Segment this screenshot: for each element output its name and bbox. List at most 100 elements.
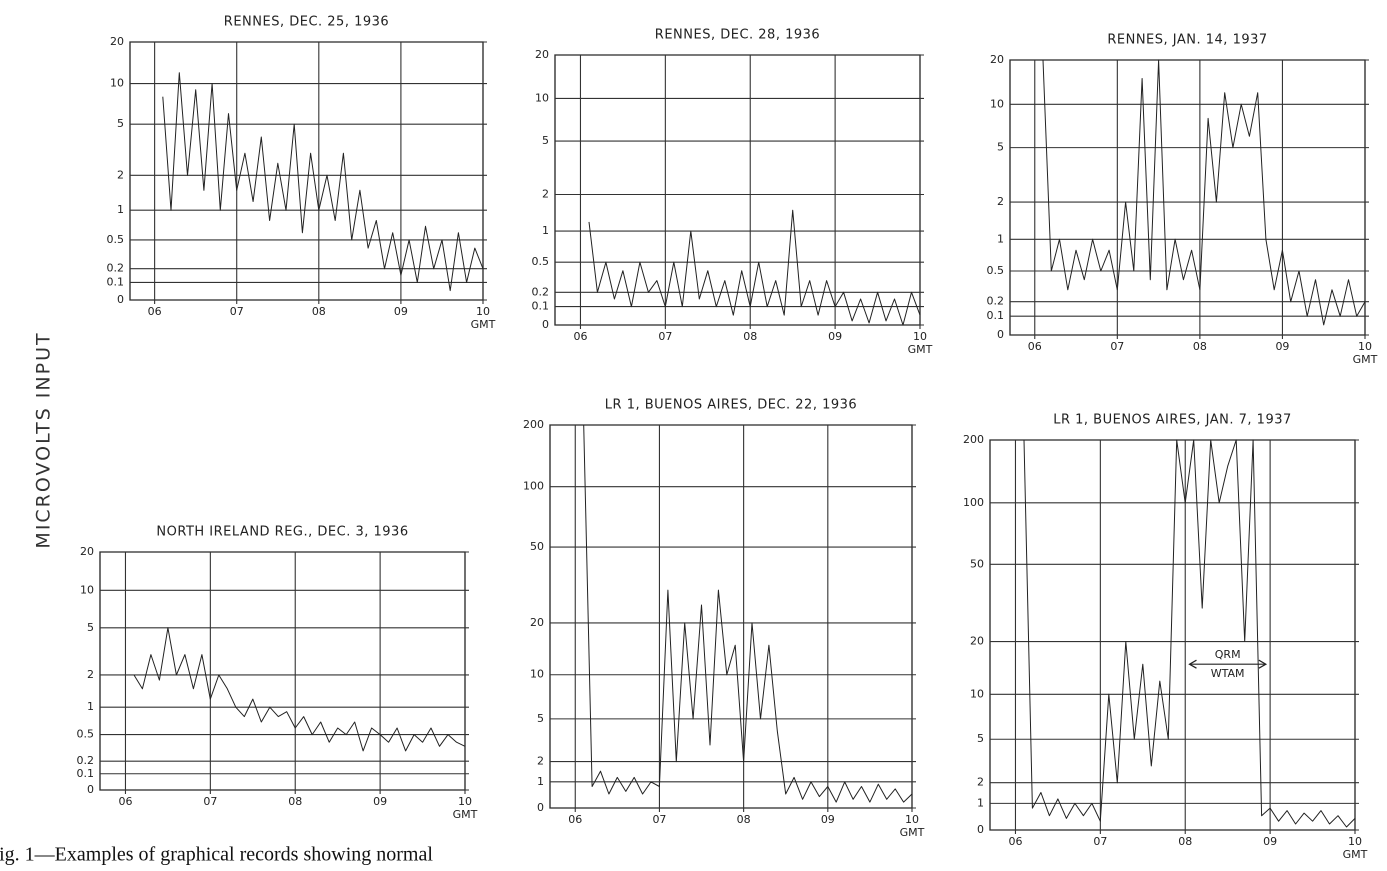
x-unit: GMT: [908, 343, 933, 356]
x-tick-label: 06: [573, 330, 587, 343]
y-tick-label: 0.1: [107, 275, 125, 288]
y-tick-label: 0.2: [532, 285, 550, 298]
arrow-head: [1188, 659, 1268, 669]
y-tick-label: 1: [537, 775, 544, 788]
y-tick-label: 20: [530, 616, 544, 629]
annotation-text: QRM: [1215, 648, 1241, 661]
y-tick-label: 10: [990, 97, 1004, 110]
y-tick-label: 1: [977, 796, 984, 809]
y-tick-label: 0.2: [77, 754, 95, 767]
x-tick-label: 10: [458, 795, 472, 808]
x-tick-label: 10: [905, 813, 919, 826]
y-tick-label: 0: [977, 823, 984, 836]
x-tick-label: 09: [828, 330, 842, 343]
x-unit: GMT: [471, 318, 496, 331]
x-tick-label: 08: [312, 305, 326, 318]
y-tick-label: 20: [80, 545, 94, 558]
y-tick-label: 5: [537, 712, 544, 725]
x-tick-label: 10: [476, 305, 490, 318]
y-tick-label: 1: [87, 700, 94, 713]
y-tick-label: 5: [997, 141, 1004, 154]
chart-title: RENNES, JAN. 14, 1937: [1107, 33, 1267, 48]
y-tick-label: 10: [970, 687, 984, 700]
y-tick-label: 2: [117, 168, 124, 181]
y-tick-label: 20: [110, 35, 124, 48]
x-tick-label: 10: [1348, 835, 1362, 848]
y-tick-label: 0: [997, 328, 1004, 341]
x-tick-label: 06: [1028, 340, 1042, 353]
signal-line: [1042, 59, 1366, 326]
y-tick-label: 0.5: [987, 264, 1005, 277]
x-unit: GMT: [1343, 848, 1368, 861]
x-tick-label: 07: [203, 795, 217, 808]
plot-frame: [1009, 59, 1366, 336]
signal-line: [1023, 439, 1356, 828]
signal-line: [133, 627, 466, 752]
x-tick-label: 07: [230, 305, 244, 318]
x-tick-label: 09: [1275, 340, 1289, 353]
x-tick-label: 10: [913, 330, 927, 343]
y-tick-label: 0: [542, 318, 549, 331]
y-tick-label: 2: [977, 776, 984, 789]
y-tick-label: 0.2: [987, 295, 1005, 308]
y-tick-label: 0.1: [77, 767, 95, 780]
caption: Fig. 1—Examples of graphical records sho…: [0, 844, 433, 866]
x-tick-label: 07: [1110, 340, 1124, 353]
y-tick-label: 0.1: [987, 309, 1005, 322]
x-tick-label: 09: [821, 813, 835, 826]
chart-title: LR 1, BUENOS AIRES, DEC. 22, 1936: [605, 398, 857, 413]
y-tick-label: 200: [963, 433, 984, 446]
y-tick-label: 1: [542, 224, 549, 237]
plot-frame: [549, 424, 913, 809]
x-unit: GMT: [1353, 353, 1378, 366]
y-tick-label: 5: [542, 134, 549, 147]
chart-title: NORTH IRELAND REG., DEC. 3, 1936: [156, 525, 408, 540]
y-tick-label: 0.2: [107, 262, 125, 275]
y-tick-label: 0: [537, 801, 544, 814]
signal-line: [583, 424, 913, 803]
x-unit: GMT: [900, 826, 925, 839]
y-tick-label: 0: [87, 783, 94, 796]
x-tick-label: 08: [743, 330, 757, 343]
y-tick-label: 20: [990, 53, 1004, 66]
x-tick-label: 06: [148, 305, 162, 318]
chart-title: RENNES, DEC. 25, 1936: [224, 15, 389, 30]
y-tick-label: 0.5: [77, 728, 95, 741]
x-tick-label: 08: [737, 813, 751, 826]
x-tick-label: 08: [288, 795, 302, 808]
y-tick-label: 2: [542, 188, 549, 201]
y-tick-label: 2: [997, 195, 1004, 208]
x-tick-label: 08: [1193, 340, 1207, 353]
annotation-text: WTAM: [1211, 667, 1245, 680]
x-tick-label: 06: [1008, 835, 1022, 848]
y-tick-label: 2: [537, 755, 544, 768]
x-tick-label: 09: [394, 305, 408, 318]
x-tick-label: 08: [1178, 835, 1192, 848]
y-tick-label: 0.1: [532, 300, 550, 313]
x-unit: GMT: [453, 808, 478, 821]
y-tick-label: 1: [997, 232, 1004, 245]
y-tick-label: 20: [970, 635, 984, 648]
x-tick-label: 07: [658, 330, 672, 343]
plot-frame: [129, 41, 484, 301]
x-tick-label: 09: [373, 795, 387, 808]
y-tick-label: 0.5: [532, 255, 550, 268]
y-tick-label: 100: [523, 480, 544, 493]
signal-line: [162, 72, 484, 292]
y-axis-label: MICROVOLTS INPUT: [33, 331, 55, 548]
y-tick-label: 200: [523, 418, 544, 431]
plot-frame: [989, 439, 1356, 831]
x-tick-label: 06: [568, 813, 582, 826]
x-tick-label: 07: [1093, 835, 1107, 848]
signal-line: [588, 209, 921, 326]
y-tick-label: 50: [530, 540, 544, 553]
y-tick-label: 1: [117, 203, 124, 216]
y-tick-label: 10: [530, 668, 544, 681]
x-tick-label: 06: [118, 795, 132, 808]
y-tick-label: 20: [535, 48, 549, 61]
y-tick-label: 2: [87, 668, 94, 681]
y-tick-label: 50: [970, 557, 984, 570]
plot-frame: [554, 54, 921, 326]
y-tick-label: 0.5: [107, 233, 125, 246]
